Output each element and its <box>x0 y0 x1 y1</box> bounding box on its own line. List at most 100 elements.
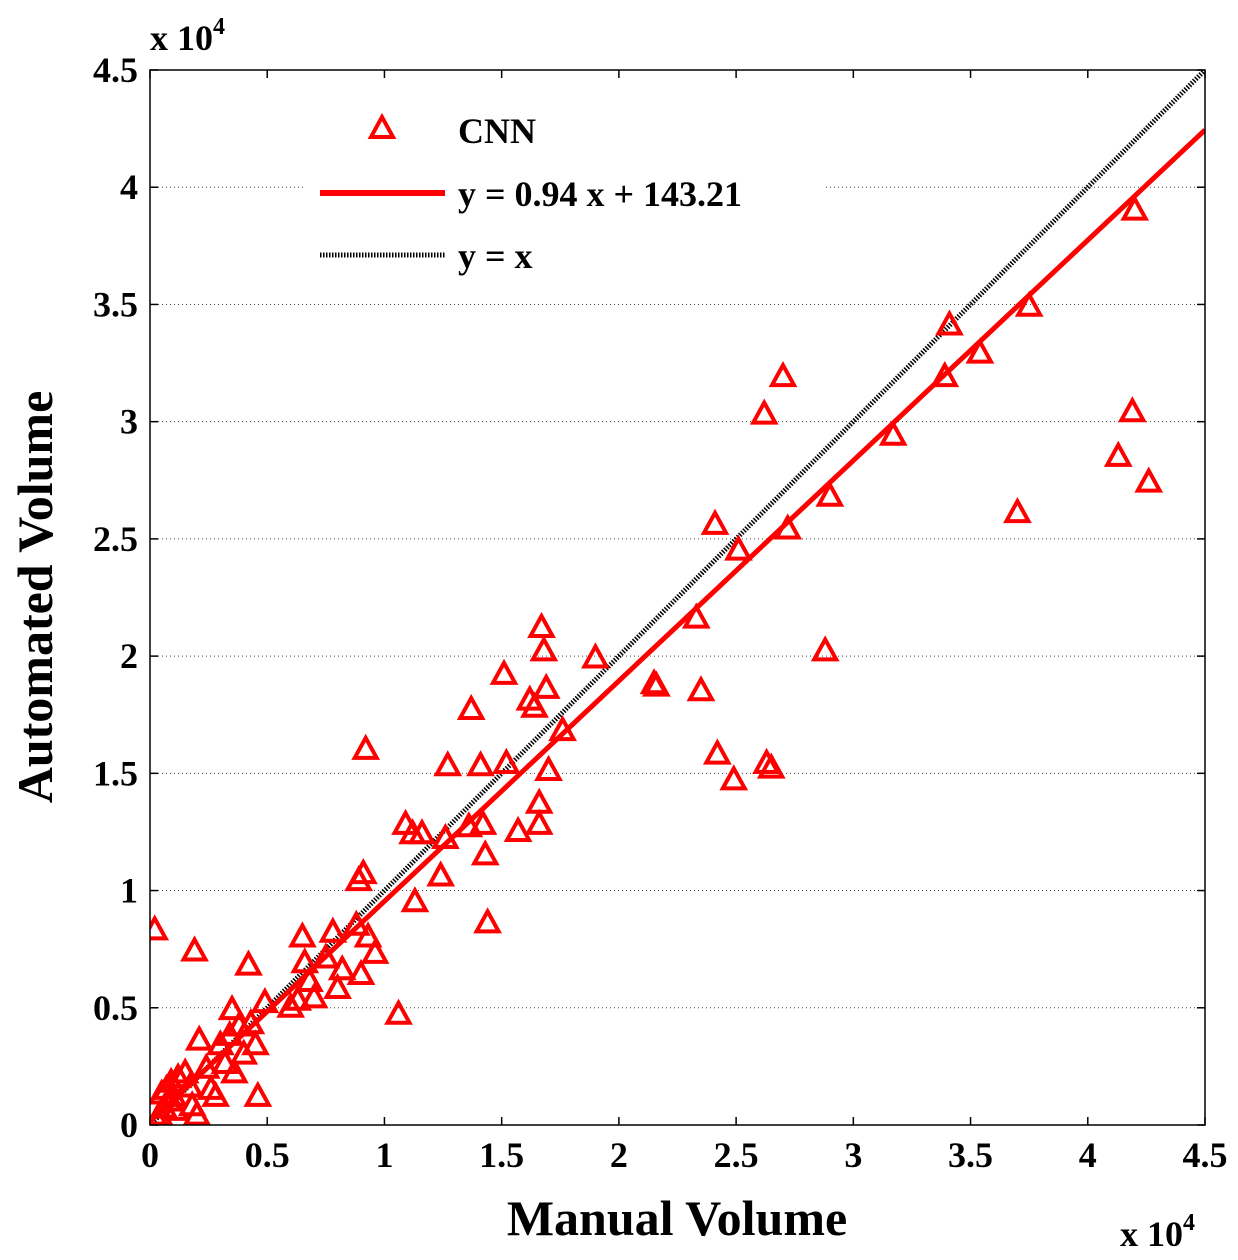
data-point <box>311 942 341 969</box>
data-point <box>581 642 610 669</box>
y-tick-labels: 0 0.5 1 1.5 2 2.5 3 3.5 4 4.5 <box>93 50 1205 1145</box>
data-point <box>1103 440 1133 467</box>
y-axis-title: Automated Volume <box>7 391 63 804</box>
data-point <box>360 937 390 964</box>
data-point <box>182 1099 211 1125</box>
y-exponent-label: x 104 <box>150 14 225 58</box>
data-point <box>184 1024 214 1051</box>
legend: CNN y = 0.94 x + 143.21 y = x <box>305 100 825 280</box>
legend-entry-cnn: CNN <box>458 111 536 151</box>
data-point <box>276 991 306 1018</box>
data-point <box>702 738 732 765</box>
data-point <box>686 675 716 702</box>
legend-entry-fit: y = 0.94 x + 143.21 <box>458 174 742 214</box>
data-point <box>749 398 779 425</box>
data-point <box>756 752 786 779</box>
x-tick-label: 2.5 <box>714 1135 759 1175</box>
data-point <box>810 635 840 662</box>
data-point <box>503 815 533 842</box>
y-tick-label: 0 <box>120 1105 138 1145</box>
data-point <box>468 808 498 835</box>
data-point <box>201 1080 231 1107</box>
data-point <box>407 818 437 845</box>
data-point <box>217 993 247 1021</box>
data-point <box>295 965 324 992</box>
identity-line <box>150 70 1205 1125</box>
data-point <box>283 984 313 1011</box>
data-point <box>1003 496 1032 524</box>
x-tick-label: 2 <box>610 1135 628 1175</box>
data-point <box>234 949 263 976</box>
data-point <box>456 693 486 721</box>
data-point <box>210 1047 240 1075</box>
data-point <box>191 1052 221 1079</box>
data-point <box>431 822 460 849</box>
x-tick-label: 0 <box>141 1135 159 1175</box>
data-point <box>700 508 730 535</box>
y-tick-label: 4 <box>120 167 138 207</box>
data-point <box>470 839 500 866</box>
data-point <box>466 750 495 777</box>
data-points <box>150 194 1164 1125</box>
x-tick-labels: 0 0.5 1 1.5 2 2.5 3 3.5 4 4.5 <box>141 70 1228 1175</box>
data-point <box>236 1008 266 1035</box>
data-point <box>930 360 960 388</box>
data-point <box>161 1094 191 1121</box>
x-tick-label: 3.5 <box>948 1135 993 1175</box>
data-point <box>527 611 556 638</box>
data-point <box>965 337 995 364</box>
data-point <box>290 947 320 974</box>
x-tick-label: 4.5 <box>1183 1135 1228 1175</box>
data-point <box>548 714 578 742</box>
y-tick-label: 2.5 <box>93 519 138 559</box>
data-point <box>346 958 376 985</box>
y-tick-label: 3.5 <box>93 284 138 324</box>
data-point <box>719 764 749 791</box>
data-point <box>426 860 456 887</box>
data-point <box>351 733 381 760</box>
plot-area <box>150 70 1205 1125</box>
x-exponent-label: x 104 <box>1120 1210 1195 1254</box>
y-tick-label: 3 <box>120 402 138 442</box>
x-tick-label: 0.5 <box>245 1135 290 1175</box>
data-point <box>520 691 549 718</box>
data-point <box>150 914 170 941</box>
data-point <box>323 972 352 1000</box>
data-point <box>491 747 521 774</box>
data-point <box>163 1061 193 1089</box>
data-point <box>531 672 561 699</box>
x-tick-label: 1.5 <box>479 1135 524 1175</box>
x-tick-label: 1 <box>375 1135 393 1175</box>
data-point <box>341 909 371 936</box>
data-point <box>815 480 845 507</box>
data-point <box>473 907 502 934</box>
data-point <box>1134 466 1164 493</box>
data-point <box>724 534 753 561</box>
data-point <box>489 658 519 685</box>
data-point <box>241 1029 270 1056</box>
data-point <box>348 857 378 885</box>
data-point <box>935 309 964 336</box>
data-point <box>529 635 559 662</box>
data-point <box>384 998 413 1025</box>
data-point <box>180 935 209 962</box>
data-point <box>400 886 430 913</box>
data-point <box>288 921 317 948</box>
x-tick-label: 3 <box>844 1135 862 1175</box>
data-point <box>250 986 280 1014</box>
x-axis-title: Manual Volume <box>507 1190 847 1246</box>
data-point <box>353 921 383 948</box>
data-point <box>299 982 329 1009</box>
data-point <box>327 954 357 981</box>
data-point <box>1014 290 1044 317</box>
data-point <box>878 419 908 446</box>
data-point <box>681 602 711 629</box>
data-point <box>318 916 348 943</box>
x-tick-label: 4 <box>1079 1135 1097 1175</box>
data-point <box>642 670 671 697</box>
legend-entry-identity: y = x <box>458 236 533 276</box>
data-point <box>433 750 463 777</box>
data-point <box>534 754 563 781</box>
data-point <box>220 1057 249 1084</box>
